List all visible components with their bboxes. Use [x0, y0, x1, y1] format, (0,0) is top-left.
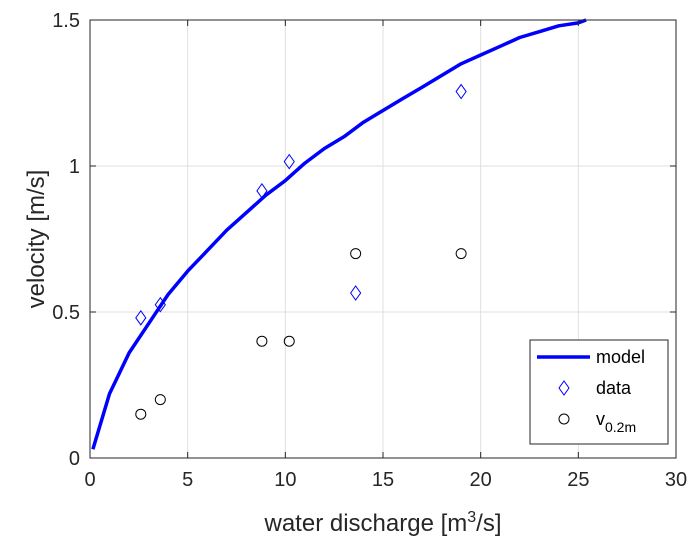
- x-tick-label: 15: [372, 469, 394, 491]
- y-tick-label: 1: [69, 156, 80, 178]
- y-tick-label: 0: [69, 448, 80, 470]
- data-point-diamond: [455, 83, 467, 100]
- v02m-point-circle: [135, 408, 147, 420]
- model-line: [91, 18, 587, 450]
- data-point-diamond: [283, 153, 295, 170]
- data-point-diamond: [256, 182, 268, 199]
- v02m-point-circle: [256, 335, 268, 347]
- legend-label-data: data: [596, 378, 632, 398]
- v02m-point-circle: [283, 335, 295, 347]
- y-tick-label: 1.5: [52, 10, 80, 32]
- legend-label-v02m: v0.2m: [596, 409, 636, 435]
- y-axis-label: velocity [m/s]: [23, 170, 50, 309]
- legend-swatch-data: [558, 380, 570, 396]
- data-point-diamond: [154, 296, 166, 313]
- v02m-point-circle: [455, 248, 467, 260]
- x-tick-label: 30: [665, 469, 687, 491]
- x-tick-label: 10: [274, 469, 296, 491]
- data-point-diamond: [350, 285, 362, 301]
- legend: model data v0.2m: [529, 339, 669, 445]
- y-tick-label: 0.5: [52, 302, 80, 324]
- x-tick-label: 0: [84, 469, 95, 491]
- legend-swatch-v02m: [558, 413, 570, 425]
- x-axis-label-superscript: 3: [467, 509, 476, 526]
- v02m-point-circle: [154, 394, 166, 406]
- x-tick-label: 5: [182, 469, 193, 491]
- x-axis-label: water discharge [m3/s]: [264, 509, 502, 537]
- x-tick-label: 25: [567, 469, 589, 491]
- legend-label-v02m-subscript: 0.2m: [605, 419, 636, 435]
- series-layer: [91, 18, 587, 450]
- legend-label-model: model: [596, 347, 645, 367]
- v02m-point-circle: [350, 248, 362, 260]
- x-tick-label: 20: [470, 469, 492, 491]
- x-axis-label-tail: /s]: [476, 510, 501, 537]
- axis-ticks: 0 5 10 15 20 25 30 0 0.5 1 1.5: [52, 10, 687, 491]
- data-point-diamond: [135, 309, 147, 326]
